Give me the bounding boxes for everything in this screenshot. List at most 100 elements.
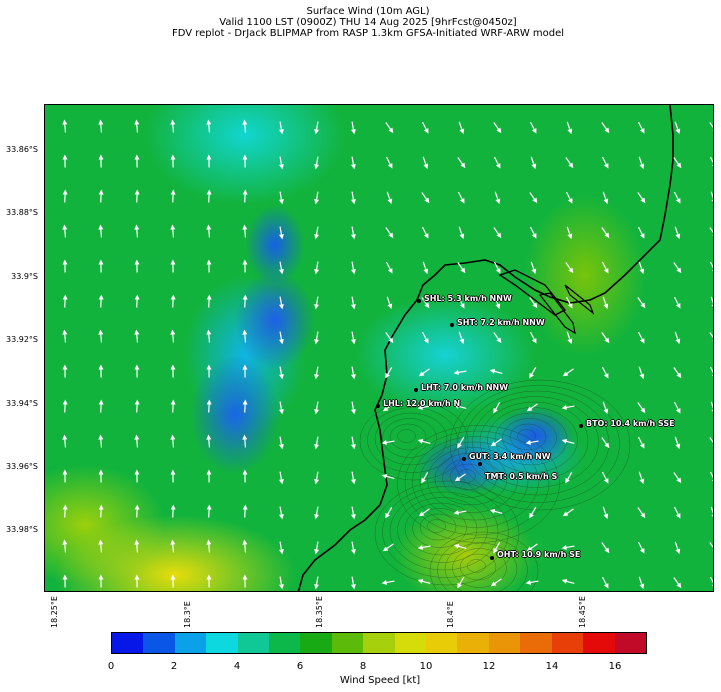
wind-arrow-icon [565,471,573,484]
wind-arrow-icon [710,401,713,415]
wind-arrow-icon [525,439,539,445]
wind-arrow-icon [314,331,320,345]
wind-arrow-icon [98,539,104,553]
wind-arrow-icon [381,473,395,480]
site-marker[interactable] [450,323,454,327]
colorbar-segment [300,633,332,653]
wind-arrow-icon [453,403,467,410]
site-marker[interactable] [414,388,418,392]
wind-arrow-icon [489,508,503,515]
colorbar [111,632,647,654]
wind-arrow-icon [278,331,284,345]
title-line-3: FDV replot - DrJack BLIPMAP from RASP 1.… [171,28,565,39]
wind-arrow-icon [710,191,713,205]
wind-arrow-icon [565,262,574,274]
wind-arrow-icon [709,261,713,274]
wind-arrow-icon [381,579,395,585]
wind-arrow-icon [278,121,284,135]
wind-arrow-icon [62,574,68,588]
wind-arrow-icon [134,434,140,448]
wind-arrow-icon [170,259,176,273]
site-marker[interactable] [462,457,466,461]
wind-arrow-icon [170,539,176,553]
wind-arrow-icon [242,364,248,378]
wind-arrow-icon [565,296,573,309]
contour-line [397,429,416,443]
wind-arrow-icon [170,189,176,203]
wind-arrow-icon [385,506,393,519]
wind-arrow-icon [385,156,393,169]
contour-line [429,531,539,591]
wind-arrow-icon [602,296,609,310]
wind-arrow-icon [709,156,713,169]
wind-arrow-icon [421,192,430,204]
wind-arrow-icon [418,368,430,377]
x-axis-label: 18.45°E [578,596,587,628]
wind-arrow-icon [602,191,609,205]
map-title: Surface Wind (10m AGL) Valid 1100 LST (0… [0,6,721,39]
y-axis-label: 33.98°S [6,525,38,534]
wind-arrow-icon [457,436,465,449]
wind-arrow-icon [98,364,104,378]
wind-arrow-icon [242,504,248,518]
wind-arrow-icon [638,261,645,275]
colorbar-segment [457,633,489,653]
wind-arrow-icon [206,154,212,168]
wind-arrow-icon [526,403,538,412]
contour-line [374,412,448,466]
wind-arrow-icon [62,224,68,238]
wind-arrow-icon [673,367,682,379]
wind-arrow-icon [62,364,68,378]
site-label-shl: SHL: 5.3 km/h NNW [424,294,512,303]
wind-arrow-icon [314,506,320,520]
wind-arrow-icon [206,539,212,553]
wind-arrow-icon [350,436,356,450]
wind-arrow-icon [709,437,713,449]
colorbar-tick: 10 [419,661,433,672]
site-marker[interactable] [579,424,583,428]
site-label-lhl: LHL: 12.0 km/h N [383,399,461,408]
wind-arrow-icon [493,541,501,554]
wind-arrows [62,119,713,590]
wind-arrow-icon [386,191,393,205]
title-line-1: Surface Wind (10m AGL) [306,6,430,17]
wind-map[interactable]: SHL: 5.3 km/h NNW SHT: 7.2 km/h NNW LHT:… [44,104,714,592]
wind-arrow-icon [421,226,429,239]
wind-arrow-icon [206,469,212,483]
harbour-breakwater [498,269,567,316]
wind-arrow-icon [494,296,501,310]
site-marker[interactable] [490,556,494,560]
wind-arrow-icon [134,504,140,518]
wind-arrow-icon [561,438,575,445]
wind-arrow-icon [493,156,501,169]
site-marker[interactable] [417,299,421,303]
wind-arrow-icon [417,544,431,550]
wind-arrow-icon [385,366,393,379]
wind-arrow-icon [98,119,104,133]
wind-arrow-icon [601,366,609,379]
contour-line [452,548,507,588]
wind-arrow-icon [314,121,320,135]
wind-arrow-icon [98,469,104,483]
wind-arrow-icon [62,399,68,413]
wind-arrow-icon [417,438,431,445]
wind-arrow-icon [493,122,502,134]
contour-line [459,553,497,581]
site-marker[interactable] [376,404,380,408]
wind-arrow-icon [637,121,645,134]
site-marker[interactable] [478,462,482,466]
contour-line [437,537,528,591]
wind-arrow-icon [134,329,140,343]
wind-arrow-icon [98,399,104,413]
x-axis-label: 18.3°E [183,601,192,628]
wind-arrow-icon [350,226,356,240]
title-line-2: Valid 1100 LST (0900Z) THU 14 Aug 2025 [… [219,17,517,28]
colorbar-title: Wind Speed [kt] [339,675,421,686]
contour-line [412,436,539,528]
y-axis-label: 33.94°S [6,399,38,408]
wind-arrow-icon [170,329,176,343]
wind-arrow-icon [206,259,212,273]
wind-arrow-icon [134,224,140,238]
wind-arrow-icon [170,434,176,448]
wind-arrow-icon [673,506,681,519]
